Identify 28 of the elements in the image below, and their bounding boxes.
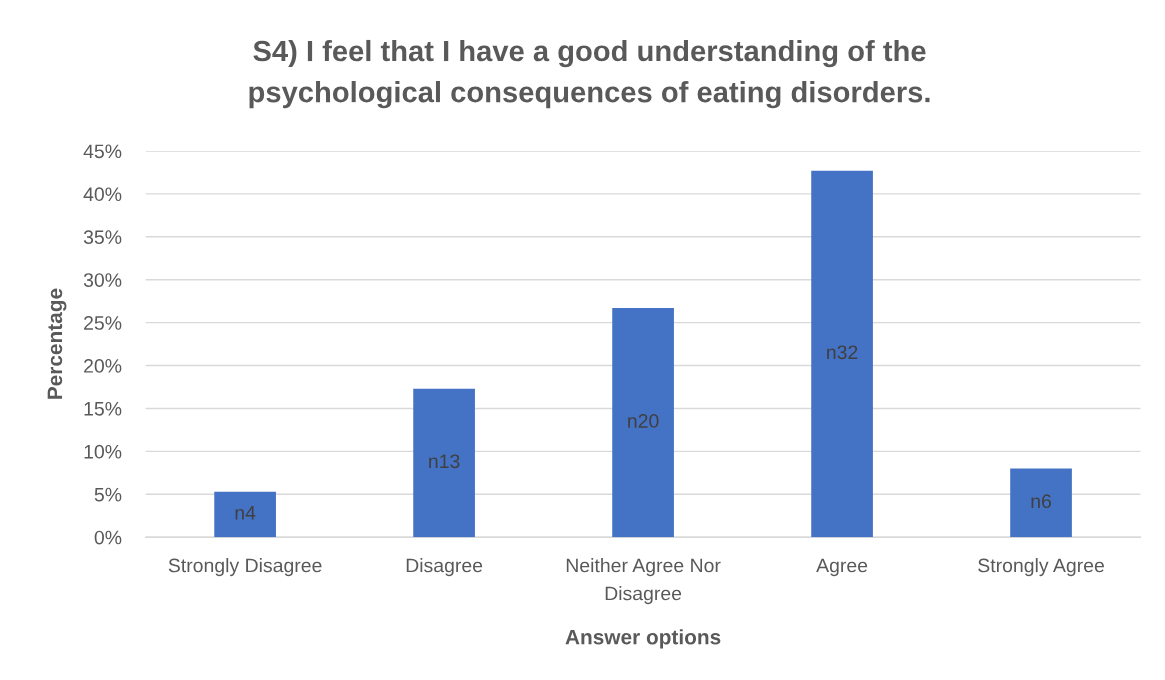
y-tick-label: 30% bbox=[83, 273, 122, 287]
data-label: n13 bbox=[429, 454, 460, 469]
y-tick-label: 45% bbox=[83, 144, 122, 159]
y-tick-label: 40% bbox=[83, 187, 122, 202]
y-axis-title: Percentage bbox=[47, 288, 67, 399]
bar bbox=[214, 491, 276, 538]
data-label: n20 bbox=[628, 414, 659, 428]
data-label: n6 bbox=[1031, 494, 1051, 509]
y-tick-label: 20% bbox=[84, 359, 122, 373]
x-tick-label: Agree bbox=[816, 558, 868, 577]
y-tick-label: 10% bbox=[84, 444, 122, 459]
y-tick-label: 15% bbox=[84, 402, 122, 416]
y-tick-label: 35% bbox=[83, 230, 122, 245]
x-tick-label: Strongly Disagree bbox=[168, 558, 322, 577]
data-label: n4 bbox=[235, 506, 256, 520]
chart-title: S4) I feel that I have a good understanding of the psychological consequences of eating disorders. bbox=[249, 39, 930, 109]
x-tick-label: Neither Agree Nor Disagree bbox=[566, 558, 721, 605]
data-label: n32 bbox=[827, 345, 858, 360]
y-tick-label: 5% bbox=[94, 487, 122, 502]
x-tick-label: Disagree bbox=[406, 558, 483, 577]
bar bbox=[612, 308, 674, 538]
y-tick-label: 0% bbox=[94, 530, 122, 545]
bar bbox=[1010, 468, 1072, 538]
x-tick-label: Strongly Agree bbox=[978, 558, 1104, 577]
bar bbox=[413, 388, 475, 538]
x-axis-title: Answer options bbox=[565, 629, 721, 649]
bar bbox=[811, 170, 873, 538]
y-tick-label: 25% bbox=[84, 316, 122, 330]
